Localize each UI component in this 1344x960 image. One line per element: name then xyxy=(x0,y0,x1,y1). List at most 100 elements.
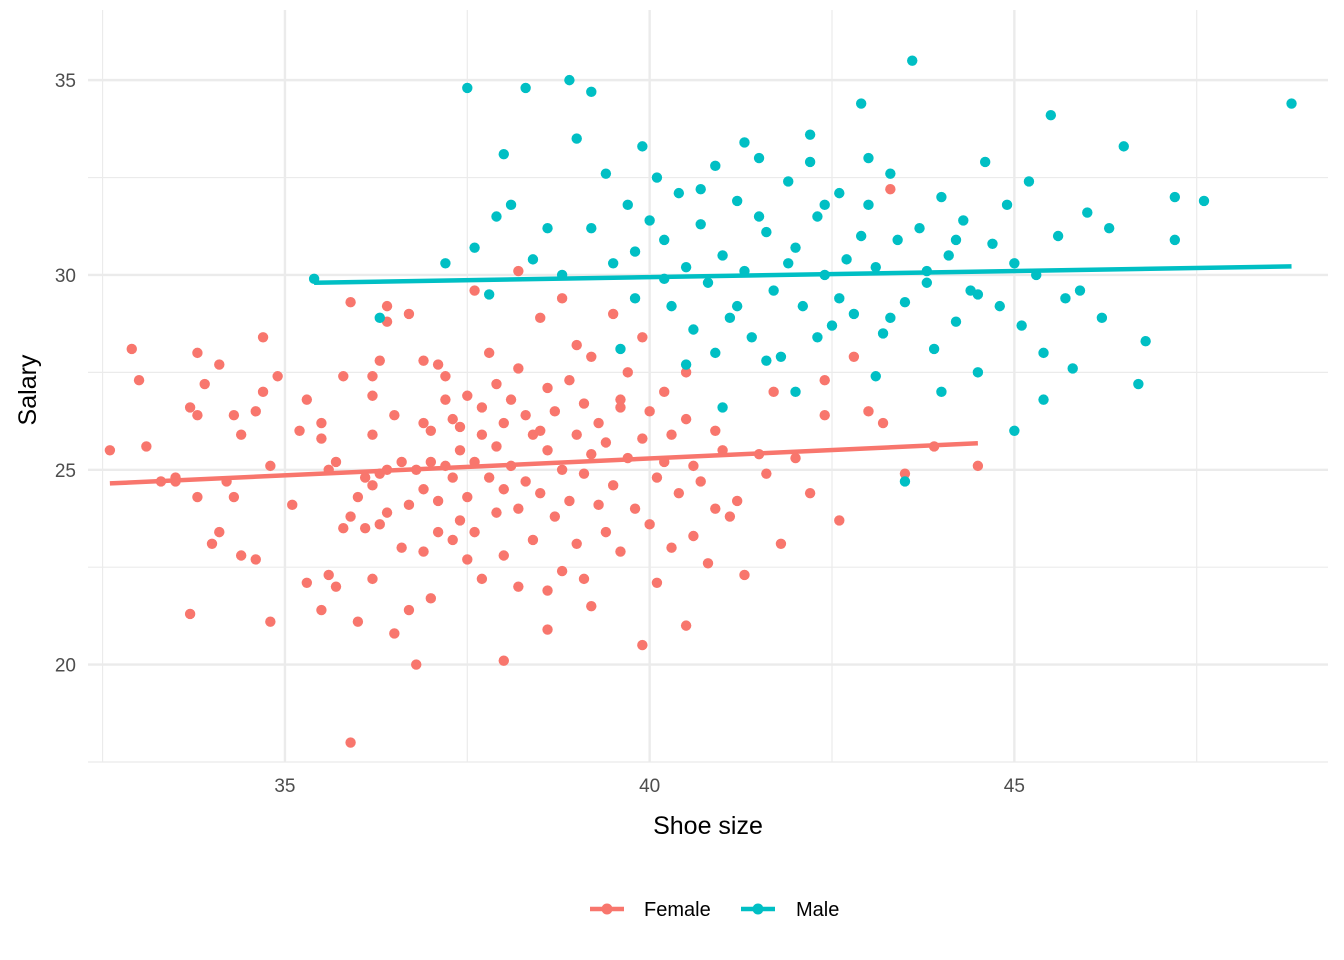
data-point xyxy=(396,542,407,553)
data-point xyxy=(717,250,728,261)
data-point xyxy=(659,386,670,398)
data-point xyxy=(535,487,546,499)
data-point xyxy=(972,460,984,472)
data-point xyxy=(666,542,677,553)
data-point xyxy=(1286,98,1297,109)
data-point xyxy=(615,402,626,413)
legend-key-female-dot xyxy=(601,903,613,915)
data-point xyxy=(804,487,816,499)
data-point xyxy=(1067,363,1078,374)
data-point xyxy=(542,382,553,394)
data-point xyxy=(352,616,364,627)
data-point xyxy=(695,476,706,487)
data-point xyxy=(513,265,524,277)
data-point xyxy=(892,234,903,246)
data-point xyxy=(345,737,356,748)
data-point xyxy=(527,254,539,265)
data-point xyxy=(899,297,911,308)
data-point xyxy=(1038,394,1049,405)
data-point xyxy=(586,600,597,612)
data-point xyxy=(462,491,473,503)
data-point xyxy=(695,184,706,195)
data-point xyxy=(607,258,619,269)
data-point xyxy=(666,429,677,440)
data-point xyxy=(250,554,261,565)
data-point xyxy=(797,300,809,312)
data-point xyxy=(425,456,437,468)
data-point xyxy=(972,289,984,300)
data-point xyxy=(1133,378,1144,390)
data-point xyxy=(498,655,509,666)
data-point xyxy=(104,445,116,456)
data-point xyxy=(301,577,313,588)
data-point xyxy=(1060,293,1071,304)
data-point xyxy=(651,472,663,483)
data-point xyxy=(316,604,327,616)
data-point xyxy=(542,585,553,596)
data-point xyxy=(381,507,393,518)
data-point xyxy=(958,215,969,226)
data-point xyxy=(571,429,582,440)
data-point xyxy=(673,487,685,499)
data-point xyxy=(418,484,429,495)
data-point xyxy=(520,82,531,94)
data-point xyxy=(301,394,313,405)
data-point xyxy=(1169,191,1181,203)
data-point xyxy=(214,526,225,538)
data-point xyxy=(921,277,933,288)
data-point xyxy=(593,499,604,511)
data-point xyxy=(586,351,597,362)
data-point xyxy=(498,550,509,561)
data-point xyxy=(863,199,874,211)
data-point xyxy=(775,351,787,362)
data-point xyxy=(418,417,429,429)
data-point xyxy=(476,402,488,413)
data-point xyxy=(192,347,203,359)
data-point xyxy=(637,433,648,444)
data-point xyxy=(855,98,867,109)
data-point xyxy=(250,406,261,417)
data-point xyxy=(804,156,816,168)
data-point xyxy=(199,378,210,390)
data-point xyxy=(381,300,393,312)
data-point xyxy=(761,226,772,238)
data-point xyxy=(483,472,495,483)
data-point xyxy=(389,410,400,421)
data-point xyxy=(374,312,385,324)
data-point xyxy=(1103,222,1115,234)
data-point xyxy=(826,320,838,331)
data-point xyxy=(491,211,502,222)
data-point xyxy=(710,425,721,437)
data-point xyxy=(629,293,641,304)
data-point xyxy=(425,593,437,604)
data-point xyxy=(418,546,429,557)
data-point xyxy=(717,402,728,413)
data-point xyxy=(556,565,568,577)
data-point xyxy=(761,355,772,366)
data-point xyxy=(1074,285,1086,296)
data-point xyxy=(651,577,663,588)
data-point xyxy=(338,523,349,534)
data-point xyxy=(622,199,633,211)
data-point xyxy=(586,222,597,234)
data-point xyxy=(834,293,845,304)
data-point xyxy=(1052,230,1064,242)
data-point xyxy=(804,129,816,140)
y-tick-label: 20 xyxy=(55,656,76,677)
data-point xyxy=(367,390,378,401)
data-point xyxy=(316,433,327,444)
data-point xyxy=(644,215,655,226)
data-point xyxy=(885,312,896,324)
data-point xyxy=(680,367,692,378)
data-point xyxy=(936,386,947,398)
data-point xyxy=(338,371,349,382)
data-point xyxy=(863,152,874,164)
data-point xyxy=(899,476,911,487)
data-point xyxy=(637,639,648,651)
data-point xyxy=(578,573,590,585)
data-point xyxy=(440,394,451,405)
data-point xyxy=(1009,258,1020,269)
data-point xyxy=(440,258,451,269)
data-point xyxy=(600,526,612,538)
data-point xyxy=(1045,110,1057,121)
